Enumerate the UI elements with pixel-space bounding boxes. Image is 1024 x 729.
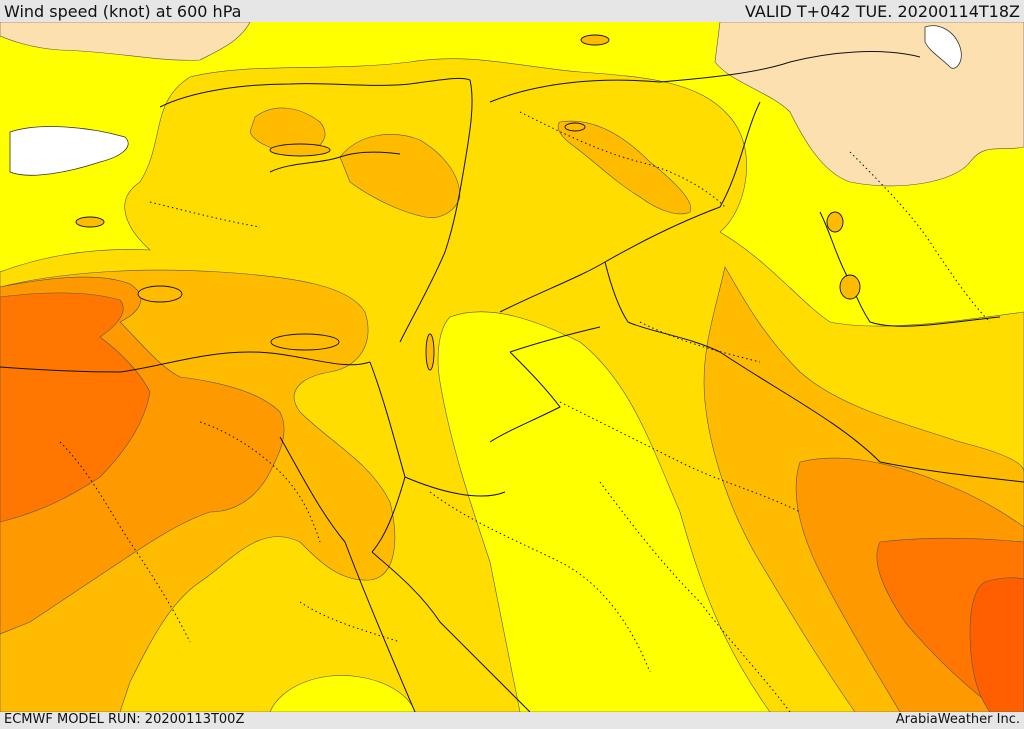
- internal-borders: [59, 111, 991, 712]
- band-lightest-nw: [0, 22, 251, 61]
- caspian-white-sea: [924, 25, 962, 69]
- wind-speed-map: [0, 22, 1024, 712]
- band-red-orange: [969, 577, 1024, 712]
- band-amber-iraq: [557, 120, 692, 215]
- provider-label: ArabiaWeather Inc.: [895, 712, 1020, 727]
- band-amber-levant: [339, 134, 461, 218]
- band-deep-orange-west: [0, 292, 151, 523]
- valid-time: VALID T+042 TUE. 20200114T18Z: [744, 2, 1020, 21]
- model-run-label: ECMWF MODEL RUN: 20200113T00Z: [4, 712, 245, 727]
- map-title: Wind speed (knot) at 600 hPa: [4, 2, 242, 21]
- islands: [75, 34, 861, 371]
- coastlines: [0, 51, 1024, 712]
- band-amber-cyprus: [249, 107, 326, 153]
- aegean-white-sea: [9, 126, 129, 176]
- band-yellow-sw: [269, 675, 416, 712]
- footer-bar: ECMWF MODEL RUN: 20200113T00Z ArabiaWeat…: [0, 712, 1024, 729]
- band-yellow-tongue: [437, 311, 771, 712]
- title-bar: Wind speed (knot) at 600 hPa VALID T+042…: [0, 0, 1024, 22]
- map-canvas: [0, 22, 1024, 712]
